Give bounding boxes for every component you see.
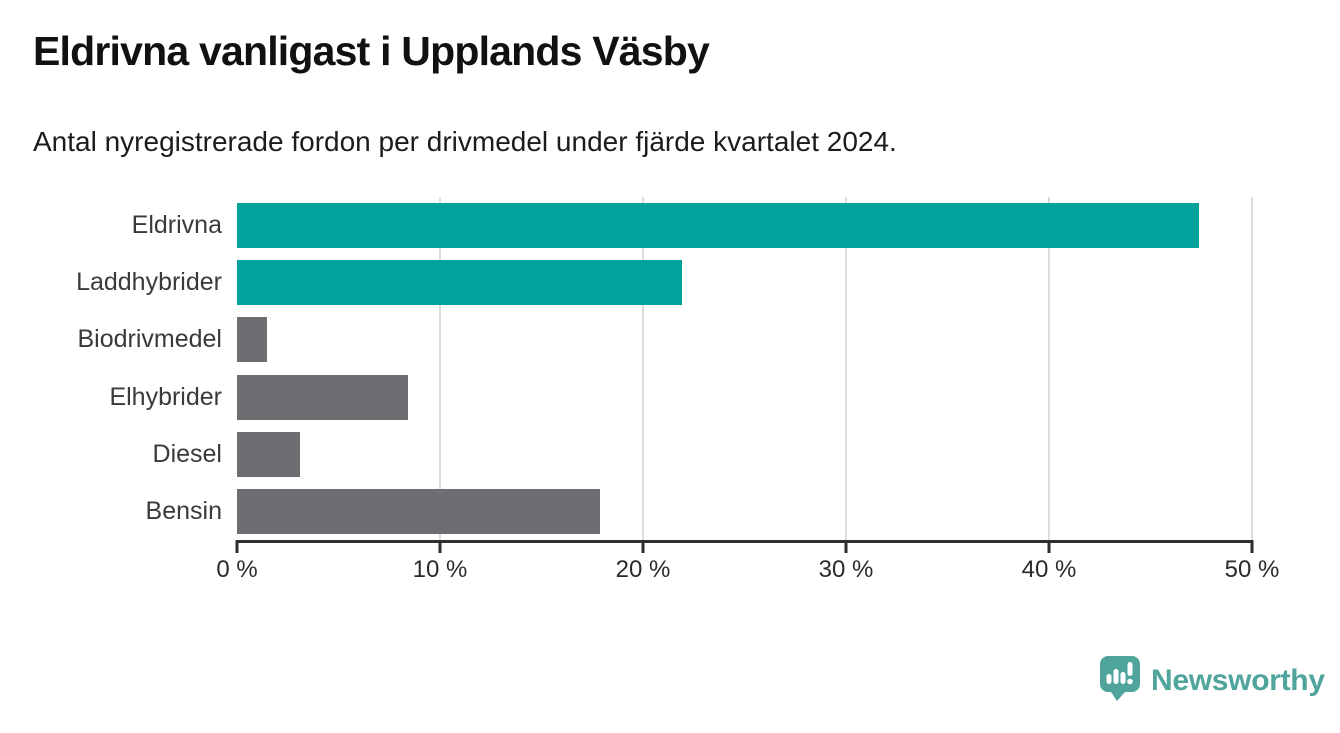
bar-bensin [237,488,601,534]
x-axis-ticks [235,540,1254,553]
gridline-20 [642,197,644,540]
x-tick-label-40: 40 % [1021,556,1077,583]
gridline-50 [1251,197,1253,540]
category-label-elhybrider: Elhybrider [109,382,222,411]
newsworthy-logo: Newsworthy [1098,654,1325,707]
x-tick-30 [844,540,848,553]
x-tick-label-10: 10 % [412,556,468,583]
x-tick-40 [1047,540,1051,553]
x-tick-label-20: 20 % [615,556,671,583]
plot-area [237,197,1253,540]
x-tick-0 [235,540,239,553]
bar-eldrivna [237,203,1200,248]
newsworthy-logo-icon [1098,654,1142,707]
x-tick-20 [641,540,645,553]
x-tick-10 [438,540,442,553]
x-axis-line [236,540,1253,543]
x-tick-label-0: 0 % [216,556,258,583]
x-tick-label-30: 30 % [818,556,874,583]
gridline-40 [1048,197,1050,540]
category-label-diesel: Diesel [152,439,222,468]
gridline-10 [439,197,441,540]
category-label-bensin: Bensin [145,496,222,525]
page-subtitle: Antal nyregistrerade fordon per drivmede… [33,126,897,157]
bar-elhybrider [237,374,408,420]
bar-laddhybrider [237,260,682,306]
category-label-laddhybrider: Laddhybrider [76,268,222,297]
gridline-30 [845,197,847,540]
newsworthy-brand-name: Newsworthy [1151,663,1325,697]
bar-diesel [237,431,300,477]
category-label-biodrivmedel: Biodrivmedel [77,325,222,354]
x-tick-50 [1250,540,1254,553]
bar-biodrivmedel [237,317,268,363]
x-tick-label-50: 50 % [1224,556,1280,583]
category-label-eldrivna: Eldrivna [131,211,222,240]
category-labels: Eldrivna Laddhybrider Biodrivmedel Elhybrid… [0,197,222,540]
x-axis-labels: 0 % 10 % 20 % 30 % 40 % 50 % [216,556,1279,586]
page-title: Eldrivna vanligast i Upplands Väsby [33,28,710,74]
